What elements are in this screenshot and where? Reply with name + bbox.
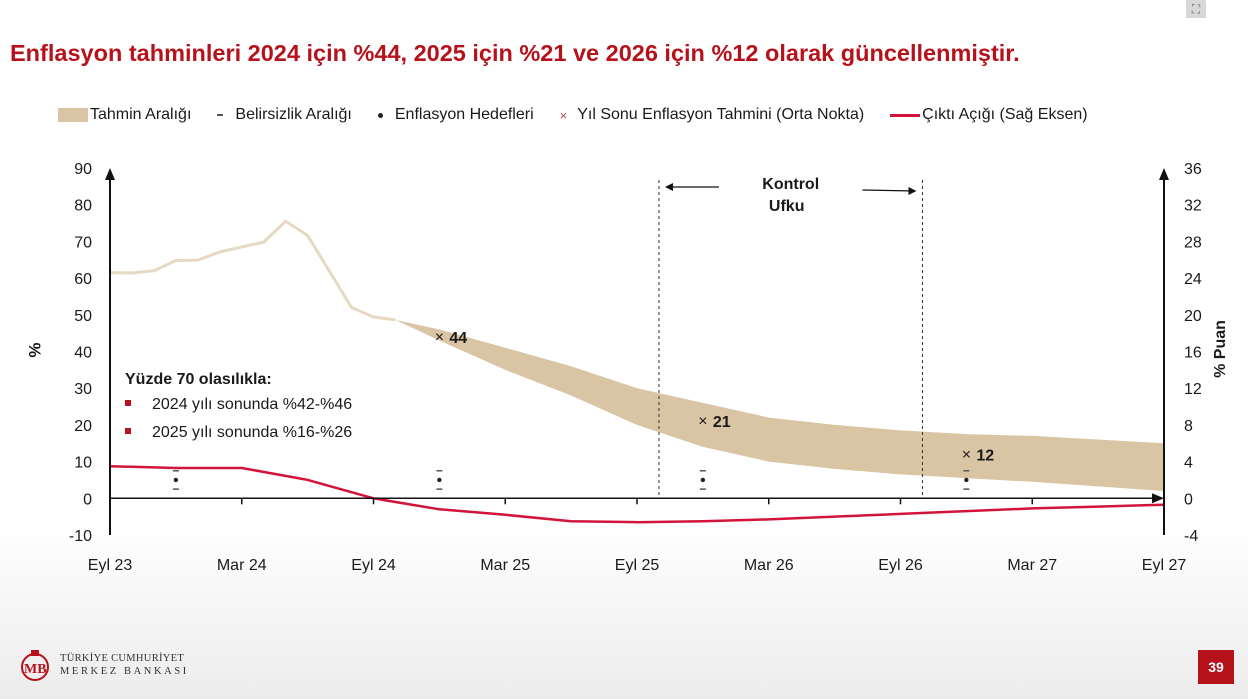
horizon-right-arrow-line <box>862 189 915 192</box>
footer-line2: MERKEZ BANKASI <box>60 666 189 677</box>
footer-line1: TÜRKİYE CUMHURİYET <box>60 653 185 664</box>
year-end-forecast-marker: × <box>698 413 707 430</box>
right-tick-label: -4 <box>1184 528 1198 545</box>
left-tick-label: 10 <box>74 455 92 472</box>
right-tick-label: 16 <box>1184 345 1202 362</box>
legend-midpoint-label: Yıl Sonu Enflasyon Tahmini (Orta Nokta) <box>577 106 865 123</box>
x-tick-label: Eyl 24 <box>351 557 396 574</box>
output-gap-line <box>109 464 1165 524</box>
right-tick-label: 0 <box>1184 491 1193 508</box>
legend-midpoint: × Yıl Sonu Enflasyon Tahmini (Orta Nokta… <box>560 106 865 124</box>
left-tick-label: 50 <box>74 308 92 325</box>
inflation-target-dot <box>964 477 969 483</box>
year-end-forecast-label: 44 <box>449 330 467 347</box>
year-end-forecast-marker: × <box>435 329 444 346</box>
corner-expand-icon[interactable]: ⛶ <box>1186 0 1206 18</box>
horizon-right-arrow-icon <box>908 187 917 195</box>
central-bank-logo: MB TÜRKİYE CUMHURİYET MERKEZ BANKASI <box>18 648 189 682</box>
inflation-target-dot <box>173 477 179 483</box>
right-axis-arrow-icon <box>1159 168 1169 180</box>
probability-bullet-icon <box>125 400 131 406</box>
left-tick-label: -10 <box>69 528 92 545</box>
x-tick-label: Eyl 27 <box>1142 557 1187 574</box>
control-horizon-label: Ufku <box>769 198 805 215</box>
forecast-band <box>395 319 1164 491</box>
control-horizon-label: Kontrol <box>762 176 819 193</box>
right-tick-label: 32 <box>1184 198 1202 215</box>
right-axis-label: % Puan <box>1211 320 1229 378</box>
legend-band-label: Tahmin Aralığı <box>90 106 192 123</box>
x-tick-label: Eyl 26 <box>878 557 923 574</box>
left-tick-label: 30 <box>74 381 92 398</box>
left-tick-label: 20 <box>74 418 92 435</box>
legend-targets: Enflasyon Hedefleri <box>377 106 534 124</box>
x-tick-label: Eyl 23 <box>88 557 133 574</box>
left-tick-label: 80 <box>74 198 92 215</box>
inflation-target-dot <box>437 477 442 483</box>
dash-swatch-icon <box>217 114 224 116</box>
horizon-left-arrow-icon <box>664 183 673 191</box>
legend-output-gap-label: Çıktı Açığı (Sağ Eksen) <box>922 106 1088 123</box>
line-swatch-icon <box>890 113 921 117</box>
year-end-forecast-label: 12 <box>976 447 994 464</box>
band-swatch-icon <box>58 108 88 122</box>
legend-uncertainty-label: Belirsizlik Aralığı <box>235 106 352 123</box>
right-tick-label: 24 <box>1184 271 1202 288</box>
left-axis-label: % <box>25 342 45 358</box>
x-tick-label: Mar 27 <box>1007 557 1057 574</box>
probability-item: 2024 yılı sonunda %42-%46 <box>152 396 352 413</box>
left-tick-label: 60 <box>74 271 92 288</box>
right-tick-label: 28 <box>1184 234 1202 251</box>
legend-targets-label: Enflasyon Hedefleri <box>394 106 534 123</box>
left-tick-label: 90 <box>74 161 92 178</box>
dot-swatch-icon <box>377 112 383 118</box>
chart-legend: Tahmin Aralığı Belirsizlik Aralığı Enfla… <box>58 104 1228 126</box>
left-tick-label: 0 <box>83 491 92 508</box>
inflation-target-dot <box>700 477 706 483</box>
year-end-forecast-label: 21 <box>713 414 731 431</box>
left-tick-label: 70 <box>74 234 92 251</box>
left-tick-label: 40 <box>74 345 92 362</box>
legend-output-gap: Çıktı Açığı (Sağ Eksen) <box>890 106 1088 124</box>
legend-uncertainty: Belirsizlik Aralığı <box>217 106 352 124</box>
probability-heading: Yüzde 70 olasılıkla: <box>125 371 272 388</box>
x-axis-arrow-icon <box>1152 493 1164 504</box>
x-tick-label: Mar 24 <box>217 557 267 574</box>
slide-title: Enflasyon tahminleri 2024 için %44, 2025… <box>10 40 1020 66</box>
historical-inflation-line <box>109 219 396 322</box>
svg-text:MB: MB <box>24 662 47 677</box>
right-tick-label: 12 <box>1184 381 1202 398</box>
right-tick-label: 20 <box>1184 308 1202 325</box>
cross-swatch-icon: × <box>559 107 568 123</box>
right-tick-label: 36 <box>1184 161 1202 178</box>
left-axis-arrow-icon <box>105 168 115 180</box>
cbrt-emblem-icon: MB <box>18 648 52 682</box>
x-tick-label: Mar 25 <box>480 557 530 574</box>
right-tick-label: 4 <box>1184 455 1193 472</box>
page-number: 39 <box>1198 650 1234 684</box>
probability-item: 2025 yılı sonunda %16-%26 <box>152 424 352 441</box>
legend-band: Tahmin Aralığı <box>58 106 191 124</box>
right-tick-label: 8 <box>1184 418 1193 435</box>
probability-bullet-icon <box>125 428 131 434</box>
x-tick-label: Mar 26 <box>744 557 794 574</box>
x-tick-label: Eyl 25 <box>615 557 660 574</box>
year-end-forecast-marker: × <box>962 446 971 463</box>
